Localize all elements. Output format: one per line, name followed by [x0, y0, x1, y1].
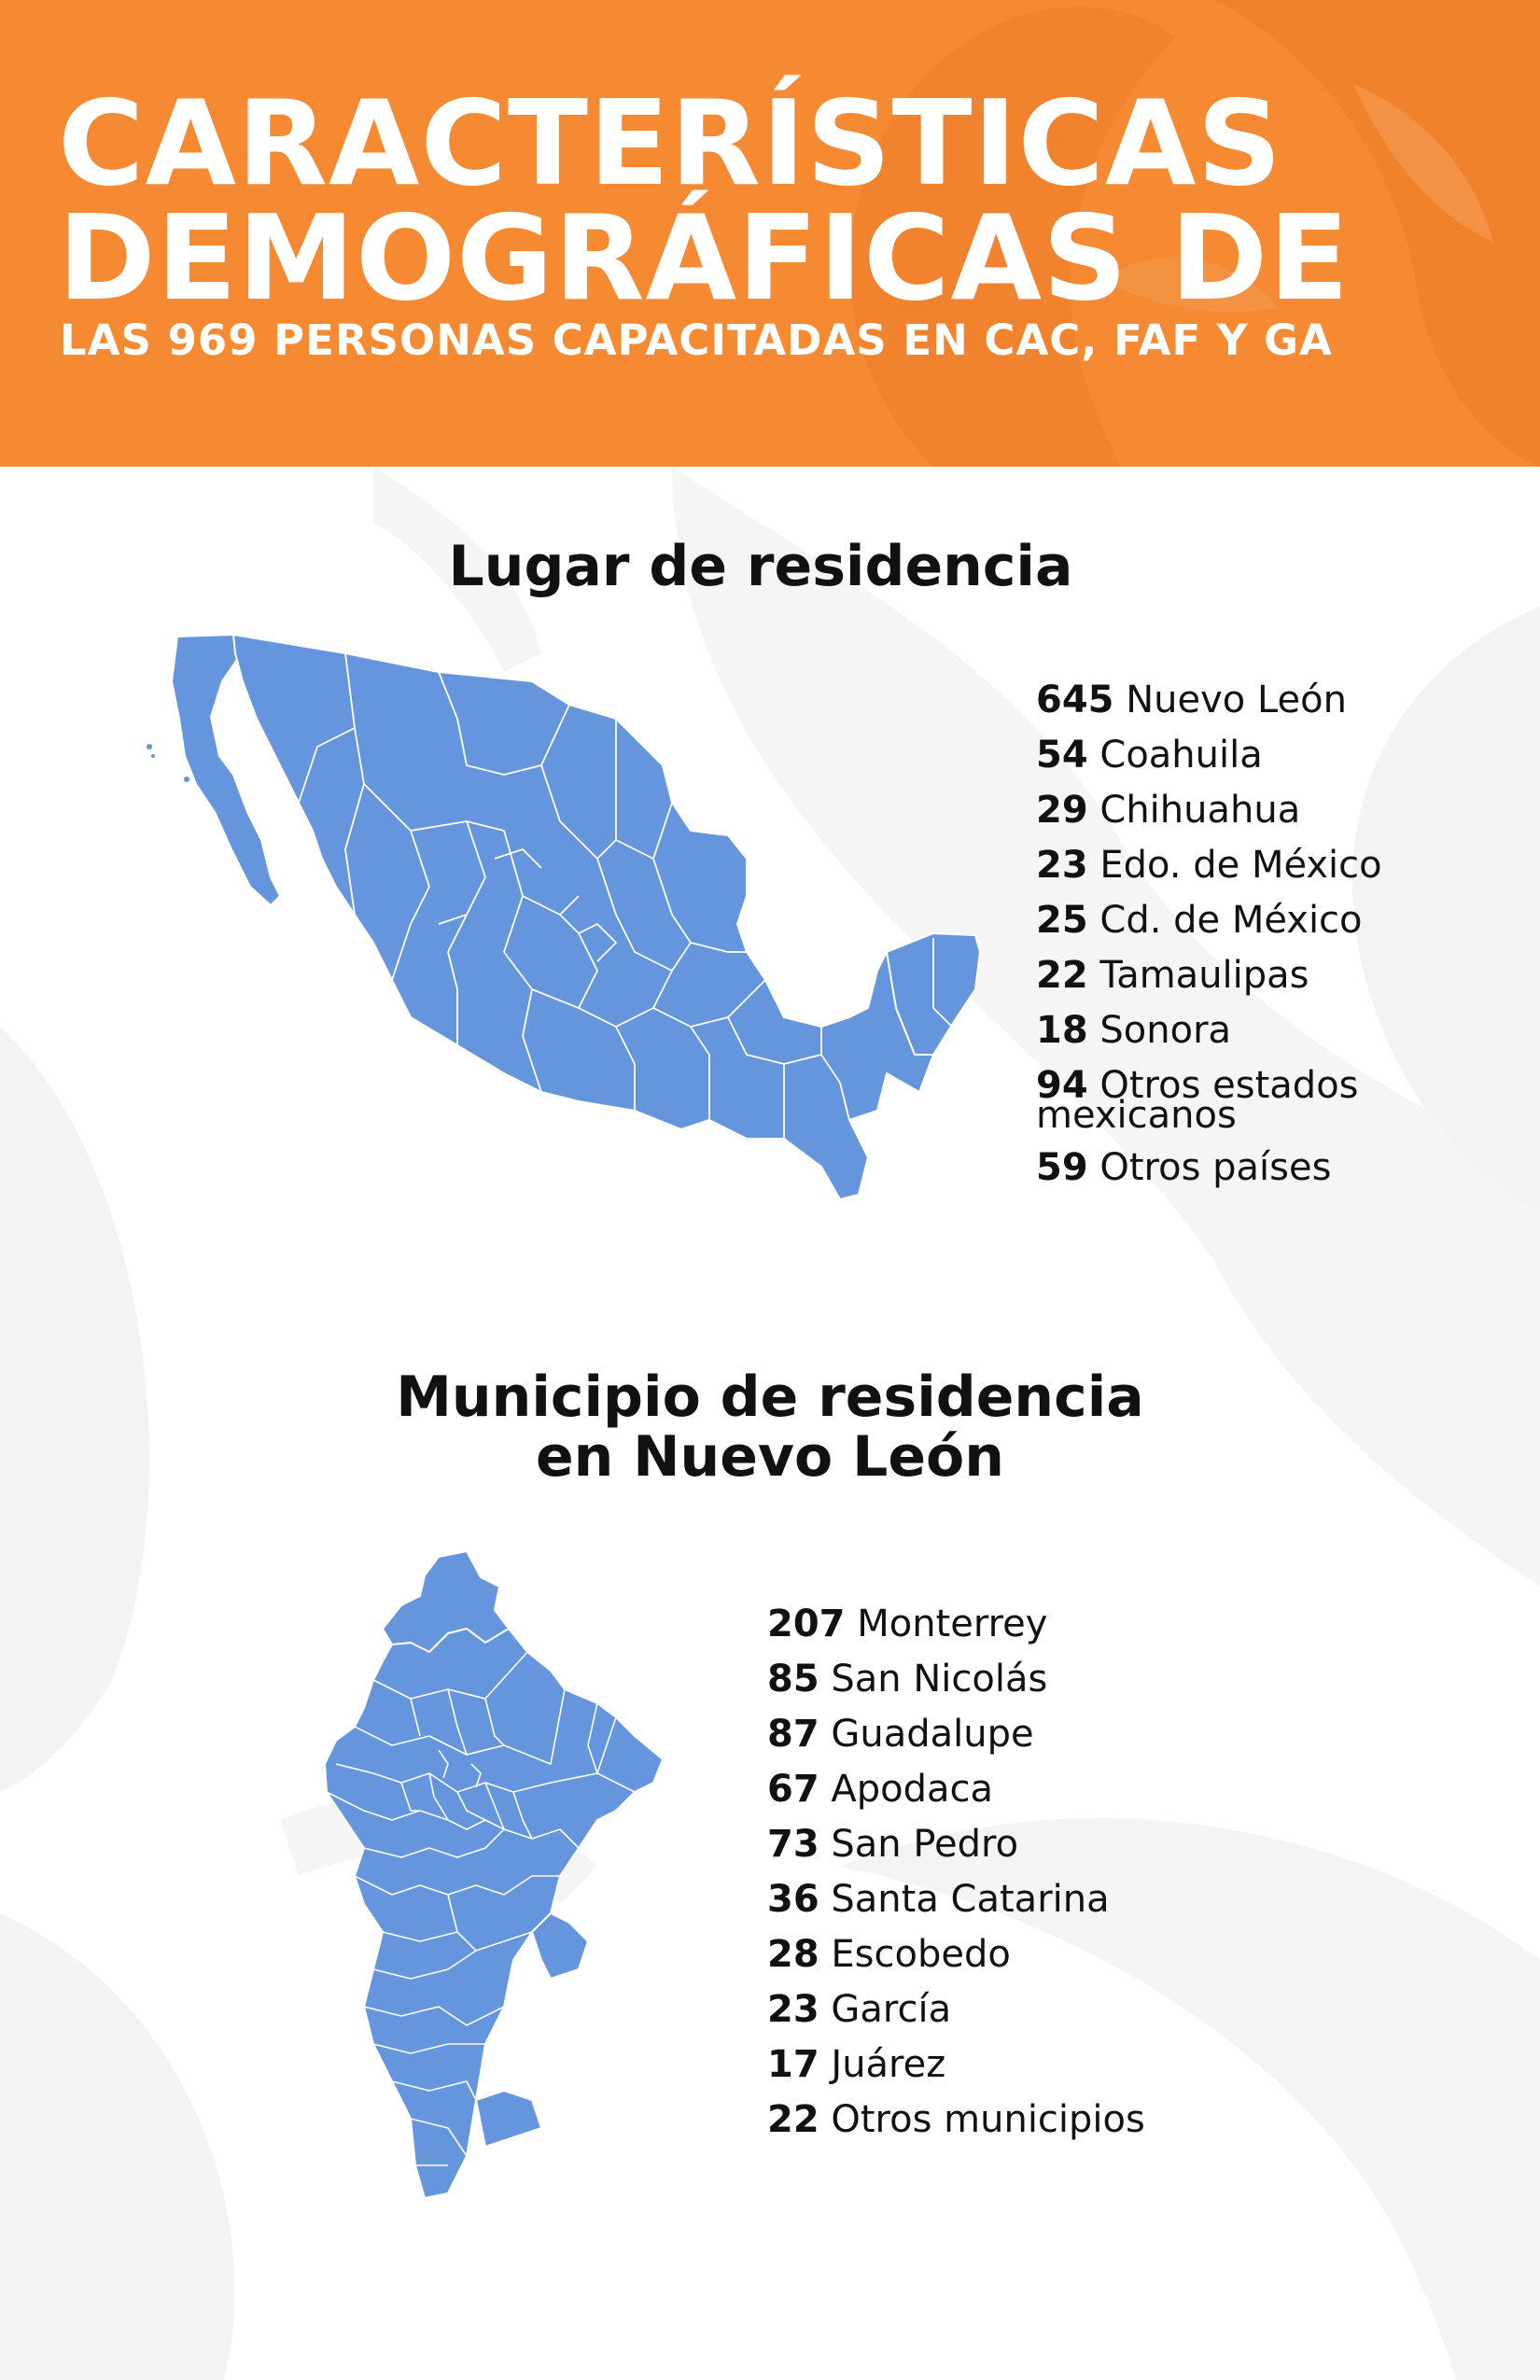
list-item: 207 Monterrey: [767, 1603, 1290, 1659]
section-title-line-1: Municipio de residencia: [396, 1365, 1144, 1430]
item-label: Otros estados mexicanos: [1036, 1064, 1359, 1137]
item-value: 22: [767, 2098, 819, 2141]
list-item: 67 Apodaca: [767, 1769, 1290, 1824]
list-item: 36 Santa Catarina: [767, 1879, 1290, 1934]
list-item: 59 Otros países: [1036, 1147, 1521, 1202]
list-item: 28 Escobedo: [767, 1934, 1290, 1989]
item-label: Cd. de México: [1099, 899, 1363, 942]
item-value: 23: [767, 1988, 819, 2031]
item-label: Sonora: [1099, 1009, 1232, 1052]
item-value: 28: [767, 1933, 819, 1976]
item-value: 94: [1036, 1064, 1088, 1107]
item-label: Edo. de México: [1099, 844, 1382, 887]
item-value: 87: [767, 1713, 819, 1756]
list-item: 22 Tamaulipas: [1036, 955, 1521, 1010]
item-label: Guadalupe: [831, 1713, 1034, 1756]
item-label: Monterrey: [857, 1603, 1048, 1645]
item-label: San Pedro: [831, 1823, 1019, 1866]
item-value: 67: [767, 1768, 819, 1811]
item-label: Otros países: [1099, 1146, 1332, 1189]
section-title-residence: Lugar de residencia: [448, 534, 1073, 599]
item-value: 54: [1036, 734, 1088, 777]
header-banner: CARACTERÍSTICAS DEMOGRÁFICAS DE LAS 969 …: [0, 0, 1540, 467]
item-label: Escobedo: [831, 1933, 1011, 1976]
list-item: 94 Otros estados mexicanos: [1036, 1065, 1372, 1147]
list-item: 73 San Pedro: [767, 1824, 1290, 1879]
list-item: 29 Chihuahua: [1036, 790, 1521, 845]
item-value: 73: [767, 1823, 819, 1866]
item-value: 85: [767, 1658, 819, 1701]
list-item: 87 Guadalupe: [767, 1714, 1290, 1769]
header-decoration: [849, 0, 1540, 467]
mexico-map-icon: [147, 634, 981, 1200]
item-label: Nuevo León: [1126, 679, 1347, 721]
list-item: 645 Nuevo León: [1036, 679, 1521, 735]
item-label: Otros municipios: [831, 2098, 1145, 2141]
item-label: San Nicolás: [831, 1658, 1048, 1701]
list-item: 17 Juárez: [767, 2044, 1290, 2099]
municipality-list: 207 Monterrey 85 San Nicolás 87 Guadalup…: [767, 1603, 1290, 2154]
nuevo-leon-map-icon: [324, 1550, 664, 2199]
item-value: 18: [1036, 1009, 1088, 1052]
item-label: García: [831, 1988, 952, 2031]
item-label: Chihuahua: [1099, 789, 1301, 832]
list-item: 85 San Nicolás: [767, 1659, 1290, 1714]
page-subtitle: LAS 969 PERSONAS CAPACITADAS EN CAC, FAF…: [60, 315, 1333, 365]
list-item: 25 Cd. de México: [1036, 900, 1521, 955]
item-label: Apodaca: [831, 1768, 994, 1811]
item-value: 29: [1036, 789, 1088, 832]
list-item: 23 Edo. de México: [1036, 845, 1521, 900]
item-label: Santa Catarina: [831, 1878, 1110, 1921]
list-item: 54 Coahuila: [1036, 735, 1521, 790]
title-line-1: CARACTERÍSTICAS: [58, 75, 1283, 212]
page-title: CARACTERÍSTICAS DEMOGRÁFICAS DE: [58, 85, 1350, 317]
item-value: 36: [767, 1878, 819, 1921]
item-label: Juárez: [831, 2043, 946, 2086]
item-value: 645: [1036, 679, 1114, 721]
list-item: 22 Otros municipios: [767, 2099, 1290, 2154]
title-line-2: DEMOGRÁFICAS DE: [58, 189, 1351, 327]
list-item: 18 Sonora: [1036, 1010, 1521, 1065]
list-item: 23 García: [767, 1989, 1290, 2044]
item-value: 207: [767, 1603, 846, 1645]
item-value: 23: [1036, 844, 1088, 887]
section-title-line-2: en Nuevo León: [535, 1424, 1004, 1490]
section-title-municipality: Municipio de residencia en Nuevo León: [299, 1367, 1241, 1487]
residence-list: 645 Nuevo León 54 Coahuila 29 Chihuahua …: [1036, 679, 1521, 1202]
item-label: Coahuila: [1099, 734, 1263, 777]
item-value: 22: [1036, 954, 1088, 997]
item-value: 59: [1036, 1146, 1088, 1189]
item-value: 17: [767, 2043, 819, 2086]
item-value: 25: [1036, 899, 1088, 942]
item-label: Tamaulipas: [1099, 954, 1309, 997]
